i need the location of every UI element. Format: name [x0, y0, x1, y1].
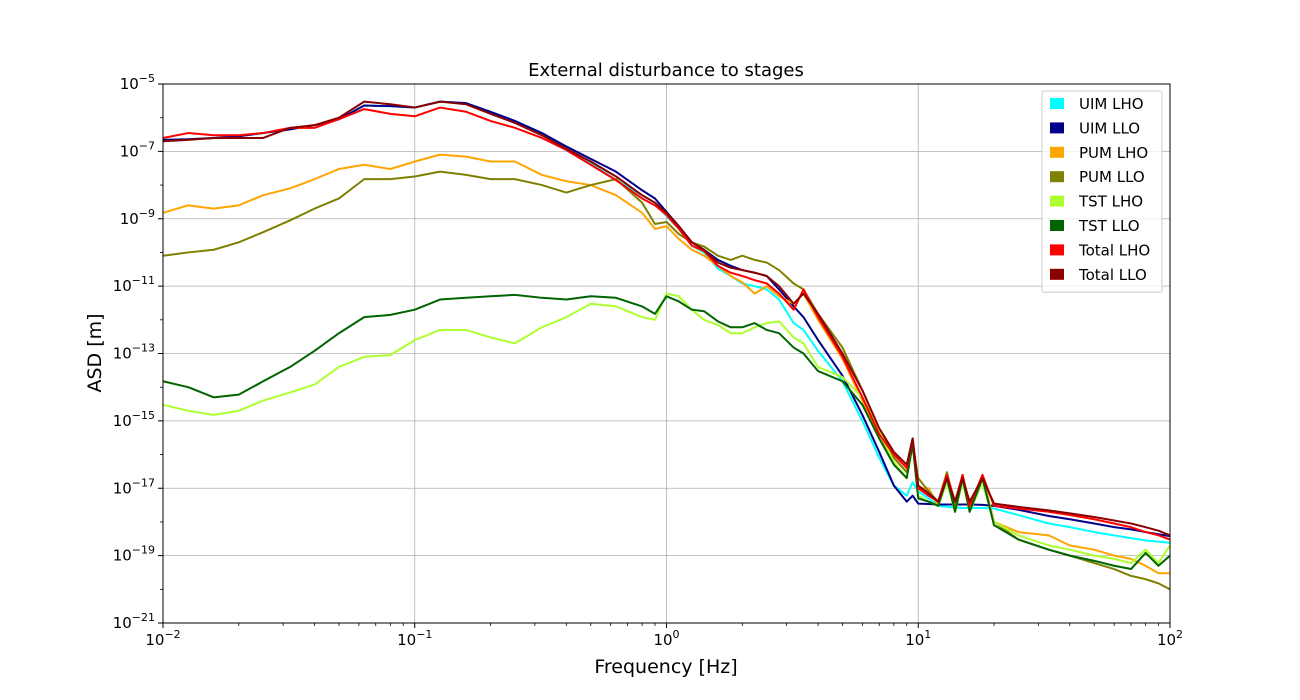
legend-swatch-tst-lho [1050, 195, 1064, 207]
x-tick-label: 102 [1157, 628, 1183, 649]
chart-title: External disturbance to stages [528, 60, 804, 81]
legend-swatch-total-lho [1050, 244, 1064, 256]
legend-label-total-lho: Total LHO [1078, 241, 1150, 259]
x-tick-label: 10−2 [145, 628, 180, 649]
series-line-total-llo [162, 100, 1171, 537]
y-axis-label: ASD [m] [84, 313, 106, 392]
y-tick-label: 10−21 [113, 611, 155, 632]
legend-label-uim-lho: UIM LHO [1079, 95, 1144, 113]
y-tick-label: 10−17 [113, 476, 155, 497]
legend-label-tst-llo: TST LLO [1078, 217, 1140, 235]
y-tick-label: 10−5 [120, 72, 155, 93]
y-tick-label: 10−9 [120, 207, 155, 228]
legend-label-pum-llo: PUM LLO [1079, 168, 1145, 186]
minor-ticks [160, 117, 1159, 626]
y-tick-label: 10−15 [113, 409, 155, 430]
y-tick-label: 10−7 [120, 139, 155, 160]
legend-swatch-uim-lho [1050, 98, 1064, 109]
series-lines [162, 100, 1171, 591]
legend-label-total-llo: Total LLO [1078, 266, 1147, 284]
legend: UIM LHO UIM LLO PUM LHO PUM LLO TST LHO TST L… [1041, 90, 1163, 293]
legend-swatch-total-llo [1050, 268, 1064, 280]
series-line-tst-llo [162, 293, 1171, 571]
legend-swatch-pum-llo [1050, 171, 1064, 183]
y-tick-label: 10−19 [113, 544, 155, 565]
y-tick-label: 10−13 [113, 342, 155, 363]
legend-swatch-tst-llo [1050, 220, 1064, 231]
x-axis-label: Frequency [Hz] [594, 656, 737, 678]
x-tick-label: 101 [905, 628, 931, 649]
legend-label-tst-lho: TST LHO [1078, 193, 1143, 211]
ticks: 10−2 10−1 100 101 102 10−21 10−19 10−17 10−15 10−… [113, 72, 1183, 649]
legend-box [1041, 90, 1163, 293]
y-tick-label: 10−11 [113, 274, 155, 295]
x-tick-label: 10−1 [397, 628, 432, 649]
x-tick-label: 100 [653, 628, 679, 649]
legend-swatch-pum-lho [1050, 146, 1064, 158]
legend-swatch-uim-llo [1050, 122, 1064, 134]
legend-label-uim-llo: UIM LLO [1079, 119, 1140, 137]
legend-label-pum-lho: PUM LHO [1079, 144, 1148, 162]
